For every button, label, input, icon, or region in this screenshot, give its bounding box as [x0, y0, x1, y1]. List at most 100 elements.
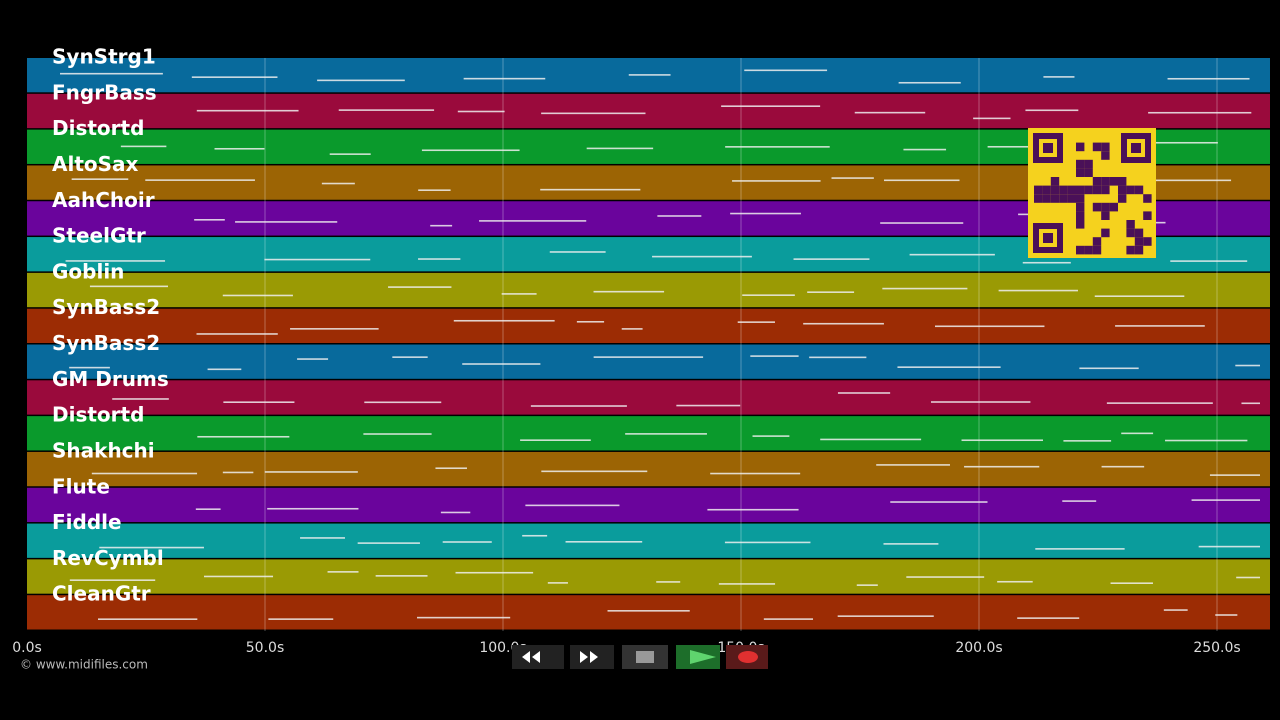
- note-run: [930, 401, 1031, 403]
- note-run: [898, 81, 961, 84]
- note-run: [807, 291, 855, 293]
- note-run: [207, 368, 242, 371]
- note-run: [909, 253, 995, 256]
- track-name: Flute: [52, 474, 110, 498]
- note-run: [724, 541, 811, 544]
- qr-module: [1076, 142, 1085, 152]
- note-run: [479, 220, 587, 222]
- note-run: [718, 583, 776, 585]
- qr-module: [1101, 185, 1110, 195]
- note-run: [191, 76, 278, 78]
- note-run: [1017, 617, 1080, 619]
- note-run: [742, 294, 795, 296]
- note-run: [1148, 111, 1252, 114]
- stop-icon: [636, 651, 654, 663]
- note-run: [501, 293, 537, 295]
- note-run: [831, 177, 874, 179]
- note-run: [763, 618, 814, 620]
- note-run: [222, 471, 254, 474]
- note-run: [204, 575, 274, 578]
- note-run: [876, 464, 950, 466]
- note-run: [820, 438, 922, 441]
- track-name: Distortd: [52, 116, 144, 140]
- note-run: [453, 319, 555, 322]
- track-band: [27, 487, 1270, 523]
- note-run: [1163, 609, 1188, 611]
- note-run: [903, 148, 947, 151]
- note-run: [586, 147, 654, 150]
- track-name: Fiddle: [52, 510, 122, 534]
- note-run: [565, 541, 643, 543]
- qr-module: [1126, 245, 1135, 255]
- qr-module: [1076, 185, 1085, 195]
- qr-code: [1028, 128, 1156, 258]
- qr-module: [1118, 194, 1127, 203]
- note-run: [363, 433, 432, 435]
- note-run: [1022, 261, 1071, 264]
- qr-module: [1067, 185, 1076, 195]
- note-run: [268, 618, 334, 620]
- qr-module: [1076, 220, 1085, 229]
- time-tick-label: 200.0s: [955, 640, 1002, 656]
- note-run: [223, 401, 295, 403]
- note-run: [338, 109, 435, 111]
- qr-module: [1134, 228, 1144, 238]
- note-run: [750, 355, 799, 357]
- note-run: [732, 180, 821, 182]
- qr-module: [1042, 185, 1051, 195]
- note-run: [91, 472, 198, 475]
- track-name: SynBass2: [52, 295, 160, 319]
- qr-module: [1050, 185, 1060, 195]
- note-run: [856, 584, 878, 586]
- note-run: [235, 221, 338, 223]
- note-run: [462, 363, 541, 365]
- note-run: [657, 215, 702, 217]
- track-band: [27, 451, 1270, 487]
- note-run: [541, 470, 648, 473]
- note-run: [1121, 432, 1154, 435]
- track-name: GM Drums: [52, 367, 169, 391]
- track-band: [27, 380, 1270, 415]
- forward-icon: [580, 651, 598, 663]
- note-run: [1025, 109, 1079, 112]
- note-run: [60, 72, 163, 75]
- note-run: [1165, 439, 1248, 442]
- note-run: [880, 222, 964, 224]
- play-icon: [690, 650, 716, 664]
- time-tick-label: 50.0s: [246, 640, 284, 656]
- note-run: [906, 576, 985, 578]
- note-run: [264, 471, 358, 473]
- note-run: [364, 401, 442, 404]
- qr-module: [1143, 211, 1152, 220]
- note-run: [435, 467, 467, 470]
- note-run: [997, 580, 1033, 583]
- note-run: [547, 582, 568, 584]
- note-run: [809, 356, 867, 359]
- qr-module: [1143, 237, 1152, 246]
- qr-module: [1101, 202, 1110, 212]
- note-run: [540, 188, 641, 191]
- note-run: [264, 258, 371, 261]
- note-run: [418, 258, 461, 260]
- note-run: [520, 439, 591, 441]
- track-name: SynBass2: [52, 331, 160, 355]
- note-run: [1106, 402, 1213, 404]
- qr-module: [1092, 177, 1102, 186]
- note-run: [730, 212, 801, 215]
- note-run: [97, 618, 198, 620]
- qr-module: [1101, 151, 1110, 160]
- note-run: [676, 404, 741, 407]
- note-run: [883, 543, 939, 545]
- track-name: FngrBass: [52, 80, 157, 104]
- note-run: [541, 112, 646, 115]
- note-run: [656, 581, 681, 583]
- qr-module: [1084, 245, 1093, 255]
- note-run: [1191, 499, 1260, 501]
- qr-module: [1134, 185, 1144, 195]
- note-run: [652, 255, 752, 258]
- note-run: [430, 224, 453, 227]
- note-run: [457, 110, 505, 113]
- note-run: [388, 286, 452, 288]
- track-name: Distortd: [52, 403, 144, 427]
